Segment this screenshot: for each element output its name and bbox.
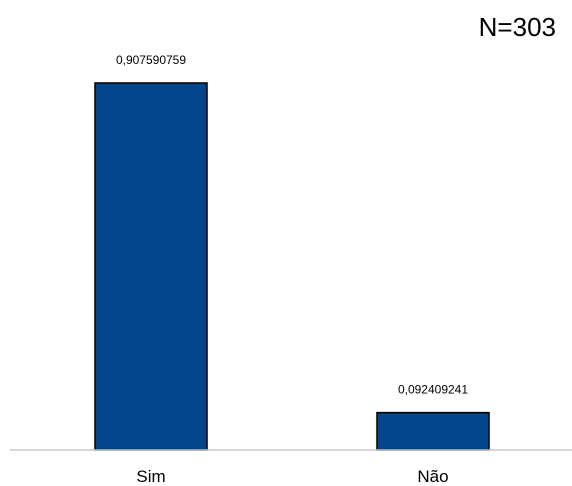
labels-group: 0,907590759 Sim 0,092409241 Não: [116, 53, 468, 486]
category-label: Sim: [136, 467, 165, 486]
data-label: 0,092409241: [398, 383, 468, 397]
bar-sim: [94, 82, 208, 451]
data-label: 0,907590759: [116, 53, 186, 67]
bar-n-o: [376, 411, 490, 451]
category-label: Não: [417, 467, 448, 486]
bars-group: [94, 82, 490, 451]
sample-size-annotation: N=303: [478, 12, 556, 42]
